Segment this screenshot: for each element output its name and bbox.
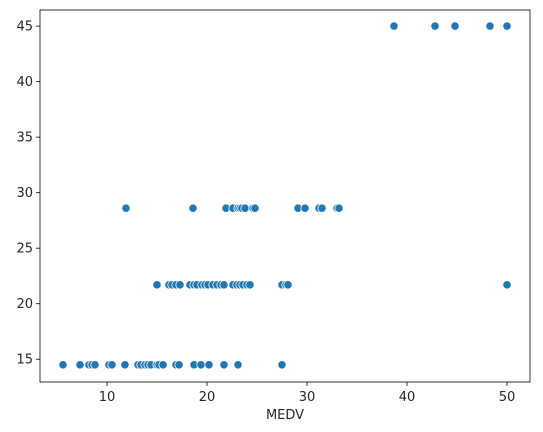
data-point: [450, 21, 460, 31]
plot-area: [39, 9, 531, 383]
data-point: [204, 360, 214, 370]
x-tick-label: 30: [299, 390, 316, 405]
data-point: [502, 280, 512, 290]
data-point: [219, 360, 229, 370]
x-tick-label: 40: [399, 390, 416, 405]
data-point: [188, 203, 198, 213]
data-point: [196, 360, 206, 370]
data-point: [219, 280, 229, 290]
data-point: [389, 21, 399, 31]
data-point: [121, 203, 131, 213]
data-point: [75, 360, 85, 370]
data-point: [175, 280, 185, 290]
data-point: [120, 360, 130, 370]
scatter-points: [58, 21, 512, 370]
y-tick-label: 15: [16, 353, 33, 368]
data-point: [245, 280, 255, 290]
data-point: [90, 360, 100, 370]
data-point: [58, 360, 68, 370]
y-tick-label: 30: [16, 186, 33, 201]
x-tick-label: 20: [199, 390, 216, 405]
x-tick-label: 50: [499, 390, 516, 405]
data-point: [300, 203, 310, 213]
data-point: [283, 280, 293, 290]
y-tick-label: 25: [16, 242, 33, 257]
data-point: [152, 280, 162, 290]
x-axis-ticks: 10 20 30 40 50: [99, 382, 516, 405]
data-point: [334, 203, 344, 213]
x-axis-label: MEDV: [266, 408, 304, 423]
x-tick-label: 10: [99, 390, 116, 405]
data-point: [240, 203, 250, 213]
data-point: [277, 360, 287, 370]
data-point: [485, 21, 495, 31]
y-tick-label: 40: [16, 75, 33, 90]
data-point: [317, 203, 327, 213]
y-axis-ticks: 15 20 25 30 35 40 45: [16, 20, 40, 368]
y-tick-label: 20: [16, 297, 33, 312]
data-point: [502, 21, 512, 31]
data-point: [233, 360, 243, 370]
data-point: [430, 21, 440, 31]
data-point: [158, 360, 168, 370]
y-tick-label: 35: [16, 131, 33, 146]
data-point: [174, 360, 184, 370]
y-tick-label: 45: [16, 20, 33, 35]
data-point: [250, 203, 260, 213]
axes-frame: [39, 9, 531, 383]
data-point: [107, 360, 117, 370]
